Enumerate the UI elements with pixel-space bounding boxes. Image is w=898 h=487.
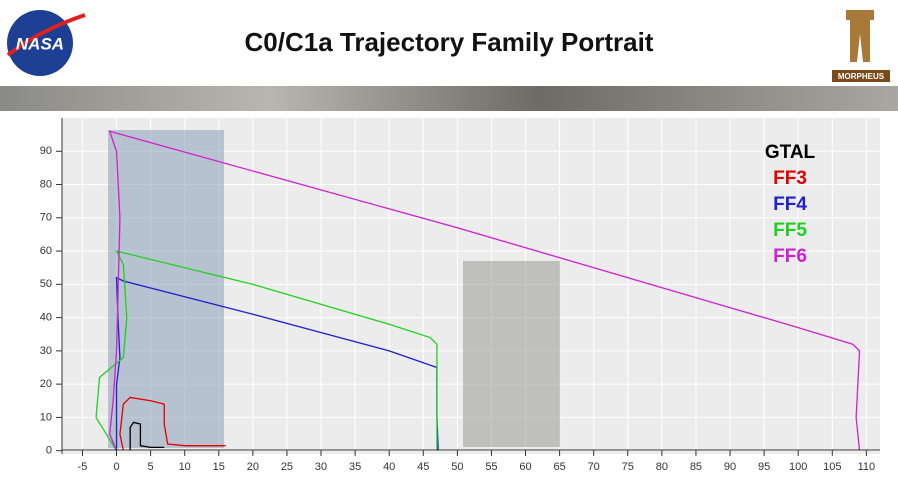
x-tick-label: 5 [148,461,154,473]
legend-label: GTAL [765,142,816,163]
x-tick-label: 95 [758,461,770,473]
x-tick-label: 55 [485,461,497,473]
x-tick-label: 105 [823,461,841,473]
x-tick-label: 40 [383,461,395,473]
legend-label: FF4 [773,194,807,215]
x-tick-label: 80 [656,461,668,473]
series-line [95,250,438,452]
legend-label: FF6 [773,246,807,267]
y-tick-label: 0 [46,445,52,457]
y-tick-label: 90 [40,145,52,157]
x-tick-label: 100 [789,461,807,473]
series-line [108,130,861,451]
x-tick-label: 35 [349,461,361,473]
y-tick-label: 40 [40,312,52,324]
x-tick-label: 50 [451,461,463,473]
legend-label: FF3 [773,168,807,189]
shuttle-photo [463,261,560,447]
y-tick-label: 70 [40,212,52,224]
nasa-swoosh [6,13,86,57]
x-tick-label: 110 [858,461,876,473]
x-tick-label: 45 [417,461,429,473]
y-tick-label: 20 [40,378,52,390]
morpheus-banner [832,70,890,82]
nasa-text: NASA [16,34,64,53]
x-tick-label: 70 [588,461,600,473]
x-tick-label: 25 [281,461,293,473]
morpheus-text: MORPHEUS [838,72,885,81]
y-tick-label: 10 [40,411,52,423]
y-tick-label: 80 [40,178,52,190]
morpheus-logo [846,10,874,62]
y-tick-label: 50 [40,278,52,290]
y-tick-label: 60 [40,245,52,257]
series-line [129,421,165,451]
x-tick-label: 90 [724,461,736,473]
x-tick-label: 65 [553,461,565,473]
series-line [119,396,226,451]
x-tick-label: 30 [315,461,327,473]
x-tick-label: 10 [179,461,191,473]
x-tick-label: 75 [622,461,634,473]
title: C0/C1a Trajectory Family Portrait [245,27,654,57]
x-tick-label: 60 [519,461,531,473]
x-tick-label: 20 [247,461,259,473]
legend-label: FF5 [773,220,807,241]
statue-photo [108,130,224,448]
x-tick-label: 85 [690,461,702,473]
lunar-strip [0,86,898,111]
x-tick-label: 15 [213,461,225,473]
y-tick-label: 30 [40,345,52,357]
x-tick-label: 0 [113,461,119,473]
x-tick-label: -5 [78,461,88,473]
